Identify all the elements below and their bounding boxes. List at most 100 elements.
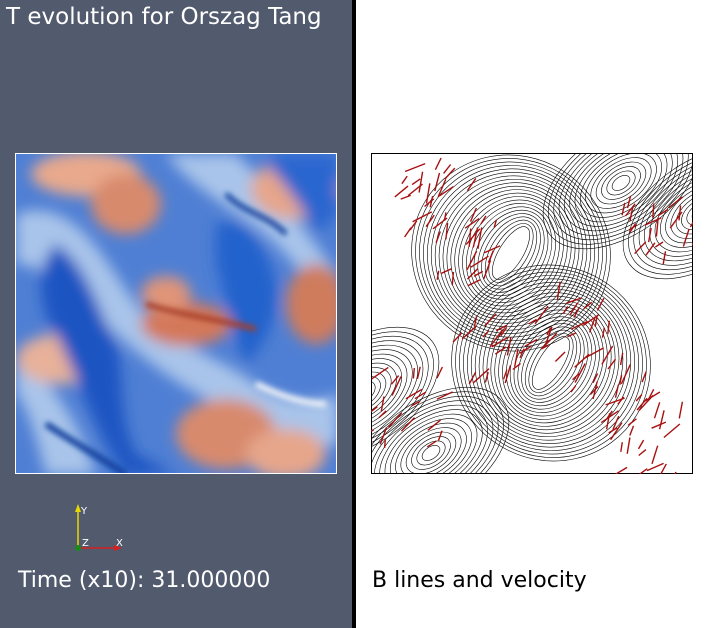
velocity-arrow [592, 373, 599, 384]
temperature-render-view[interactable]: T evolution for Orszag Tang [0, 0, 352, 628]
velocity-arrow [612, 415, 620, 430]
velocity-arrow [425, 183, 431, 204]
x-axis-arrow [114, 545, 122, 551]
velocity-arrow [489, 329, 504, 348]
field-line [411, 154, 611, 352]
velocity-arrow [494, 346, 507, 355]
field-line [491, 226, 531, 280]
velocity-arrow [466, 250, 478, 271]
velocity-arrow [662, 251, 667, 265]
field-line [509, 316, 593, 410]
velocity-arrow [638, 394, 654, 412]
field-line [372, 400, 494, 473]
field-line [585, 154, 657, 214]
velocity-arrow [582, 314, 600, 326]
velocity-arrow [371, 406, 378, 413]
field-line [665, 182, 692, 244]
field-line [681, 196, 692, 230]
velocity-arrow [473, 316, 478, 327]
velocity-arrow [634, 241, 647, 255]
velocity-arrow [614, 384, 620, 398]
velocity-arrow [378, 410, 387, 419]
field-line [484, 219, 538, 287]
velocity-arrow [678, 205, 682, 221]
velocity-arrow [411, 400, 421, 407]
velocity-arrow [638, 468, 648, 474]
velocity-arrow [588, 316, 596, 333]
y-axis-label: Y [80, 506, 88, 517]
velocity-arrow [512, 362, 521, 371]
field-line [606, 170, 636, 196]
velocity-arrow [644, 217, 662, 226]
field-line [574, 154, 668, 223]
field-line [411, 436, 451, 470]
velocity-arrow [443, 212, 447, 221]
velocity-arrow [472, 368, 490, 384]
field-line [455, 268, 647, 458]
velocity-arrow [610, 422, 623, 441]
field-line [372, 391, 504, 473]
velocity-arrow [653, 402, 661, 419]
field-line [372, 358, 403, 428]
velocity-arrow [624, 203, 636, 217]
velocity-arrow [626, 195, 632, 209]
z-axis-label: Z [82, 538, 89, 549]
velocity-arrow [608, 427, 618, 434]
velocity-arrow [493, 219, 498, 228]
field-line [553, 154, 689, 241]
velocity-arrow [635, 393, 643, 402]
velocity-arrow [573, 307, 580, 318]
velocity-arrow [390, 375, 400, 385]
field-line [459, 271, 643, 455]
velocity-arrow [589, 386, 599, 395]
velocity-arrow [657, 208, 669, 217]
field-line [502, 309, 600, 417]
velocity-arrow [461, 326, 477, 340]
velocity-arrow [605, 413, 611, 430]
velocity-arrow [504, 365, 512, 384]
field-line [372, 371, 387, 415]
temperature-pseudocolor-plot[interactable] [15, 153, 337, 474]
velocity-arrow [477, 227, 483, 250]
field-line [611, 175, 631, 191]
velocity-arrow [652, 203, 655, 218]
view-title: T evolution for Orszag Tang [6, 4, 322, 30]
velocity-arrow [569, 302, 579, 316]
velocity-arrow [438, 186, 454, 197]
velocity-arrow [528, 318, 537, 325]
b-lines-velocity-plot[interactable] [371, 153, 693, 474]
field-line [528, 333, 574, 393]
velocity-arrow [658, 410, 665, 430]
velocity-arrow [607, 358, 617, 370]
velocity-arrow [519, 345, 532, 354]
velocity-arrow [545, 326, 553, 345]
field-line [473, 209, 549, 297]
velocity-arrow [574, 363, 586, 383]
velocity-arrow [473, 270, 484, 277]
field-lines-render-view[interactable]: B lines and velocity [356, 0, 708, 628]
velocity-arrow [400, 194, 411, 200]
velocity-arrow [483, 260, 492, 280]
velocity-arrow [483, 245, 501, 254]
velocity-arrow [637, 439, 645, 450]
velocity-arrow [484, 372, 489, 383]
velocity-arrow [660, 463, 667, 474]
velocity-arrow [464, 218, 480, 229]
field-line [395, 422, 467, 473]
velocity-arrow [467, 268, 479, 280]
velocity-arrow [434, 157, 442, 171]
field-line [524, 329, 578, 397]
velocity-arrow [601, 345, 614, 365]
velocity-arrow [556, 281, 561, 301]
velocity-arrow [572, 373, 580, 381]
velocity-arrow [371, 429, 374, 432]
field-line [372, 326, 440, 460]
field-line [649, 169, 692, 257]
velocity-arrow [436, 366, 444, 379]
velocity-arrow [400, 417, 416, 432]
velocity-arrow [583, 301, 593, 310]
field-line [482, 292, 620, 434]
velocity-arrow [570, 385, 577, 393]
view-splitter[interactable] [352, 0, 356, 628]
velocity-arrow [629, 425, 635, 436]
